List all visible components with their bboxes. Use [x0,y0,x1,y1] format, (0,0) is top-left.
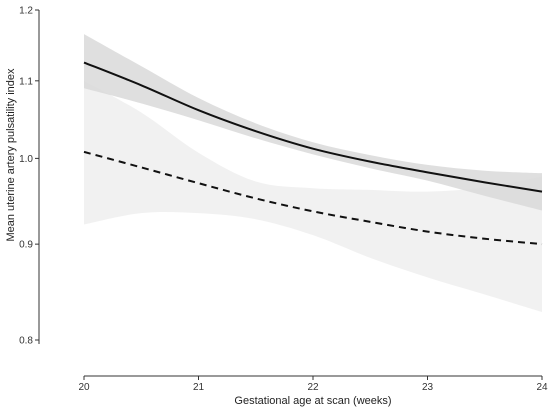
x-axis-title: Gestational age at scan (weeks) [234,395,391,407]
y-tick-label: 0.8 [19,336,33,347]
x-tick-label: 23 [422,382,434,393]
x-tick-label: 22 [307,382,319,393]
confidence-band-dashed [84,80,542,312]
y-axis-title: Mean uterine artery pulsatility index [5,68,17,242]
x-tick-label: 24 [536,382,548,393]
x-tick-label: 21 [193,382,205,393]
confidence-bands [84,34,542,312]
y-tick-label: 1.2 [19,6,33,17]
y-tick-label: 0.9 [19,240,33,251]
ticks: 0.8 0.9 1.0 1.1 1.2 20 21 22 23 24 [19,6,548,394]
y-tick-label: 1.0 [19,154,33,165]
x-tick-label: 20 [78,382,90,393]
confidence-band-solid [84,34,542,211]
series-line-solid [83,61,543,193]
series-line-dashed [83,150,543,246]
series-lines [83,61,543,246]
y-tick-label: 1.1 [19,76,33,87]
